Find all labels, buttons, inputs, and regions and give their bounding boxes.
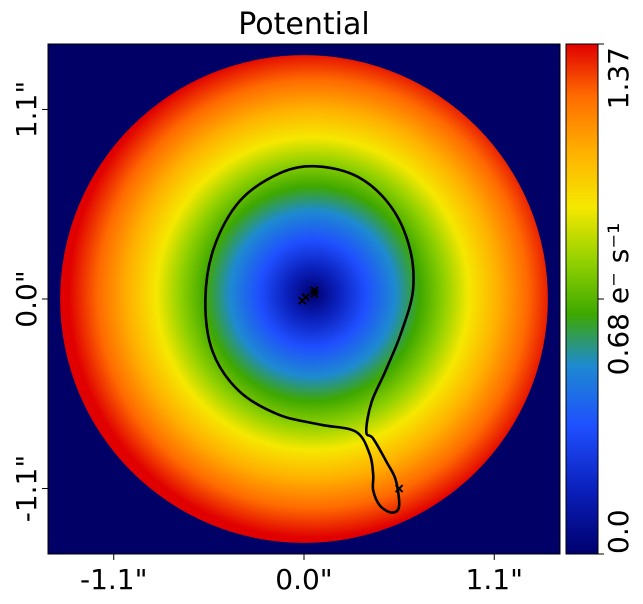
source-markers	[298, 286, 404, 493]
colorbar-max-label: 1.37	[602, 47, 635, 109]
colorbar-gradient	[565, 43, 599, 555]
y-axis: 1.1" 0.0" -1.1"	[10, 81, 48, 523]
source-marker-3	[310, 289, 319, 299]
plot-area	[48, 44, 560, 554]
y-tick-label-0: 1.1"	[10, 81, 43, 138]
x-axis: -1.1" 0.0" 1.1"	[80, 554, 523, 596]
y-tick-label-2: -1.1"	[10, 455, 43, 523]
x-tick-label-0: -1.1"	[80, 563, 148, 596]
y-tick-label-1: 0.0"	[10, 270, 43, 327]
colorbar-mid-label: 0.68 e⁻ s⁻¹	[602, 223, 635, 376]
chart-title: Potential	[238, 7, 369, 42]
critical-curve	[204, 164, 415, 514]
colorbar: 1.37 0.68 e⁻ s⁻¹ 0.0	[565, 43, 635, 555]
colorbar-min-label: 0.0	[602, 509, 635, 554]
x-tick-label-1: 0.0"	[275, 563, 332, 596]
source-marker-1	[301, 293, 310, 302]
x-tick-label-2: 1.1"	[466, 563, 523, 596]
source-marker-4	[394, 484, 404, 493]
